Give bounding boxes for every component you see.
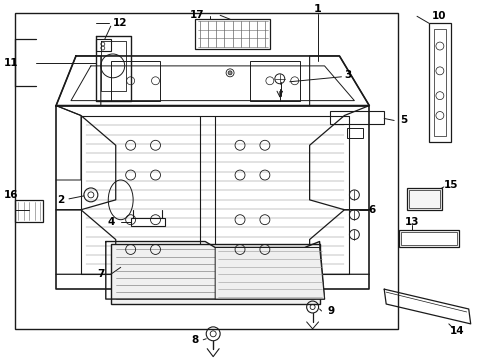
Polygon shape [111, 244, 319, 304]
Text: 16: 16 [4, 190, 19, 200]
Text: 14: 14 [448, 326, 463, 336]
Bar [398, 230, 458, 247]
Text: 7: 7 [97, 269, 104, 279]
Text: 1: 1 [313, 4, 321, 14]
Text: 11: 11 [4, 58, 19, 68]
Text: 6: 6 [368, 205, 375, 215]
Text: 8: 8 [191, 335, 199, 345]
Bar [130, 218, 165, 226]
Bar [428, 23, 450, 142]
Bar [408, 190, 439, 208]
Text: 13: 13 [404, 217, 418, 227]
Text: 4: 4 [107, 217, 114, 227]
Bar [96, 39, 111, 51]
Text: 10: 10 [431, 11, 445, 21]
Text: 5: 5 [400, 116, 407, 126]
Bar [400, 231, 456, 246]
Text: 9: 9 [327, 306, 334, 316]
Bar [406, 188, 441, 210]
Bar [329, 111, 384, 125]
Text: 15: 15 [443, 180, 457, 190]
Bar [15, 13, 397, 329]
Circle shape [227, 71, 232, 75]
Bar [433, 29, 445, 136]
Bar [346, 129, 363, 138]
Bar [111, 61, 160, 100]
Bar [15, 200, 43, 222]
Text: 3: 3 [344, 70, 351, 80]
Text: 12: 12 [113, 18, 127, 28]
Text: 2: 2 [57, 195, 64, 205]
Bar [249, 61, 299, 100]
Bar [195, 19, 269, 49]
Text: 17: 17 [189, 10, 204, 20]
Polygon shape [215, 247, 324, 299]
